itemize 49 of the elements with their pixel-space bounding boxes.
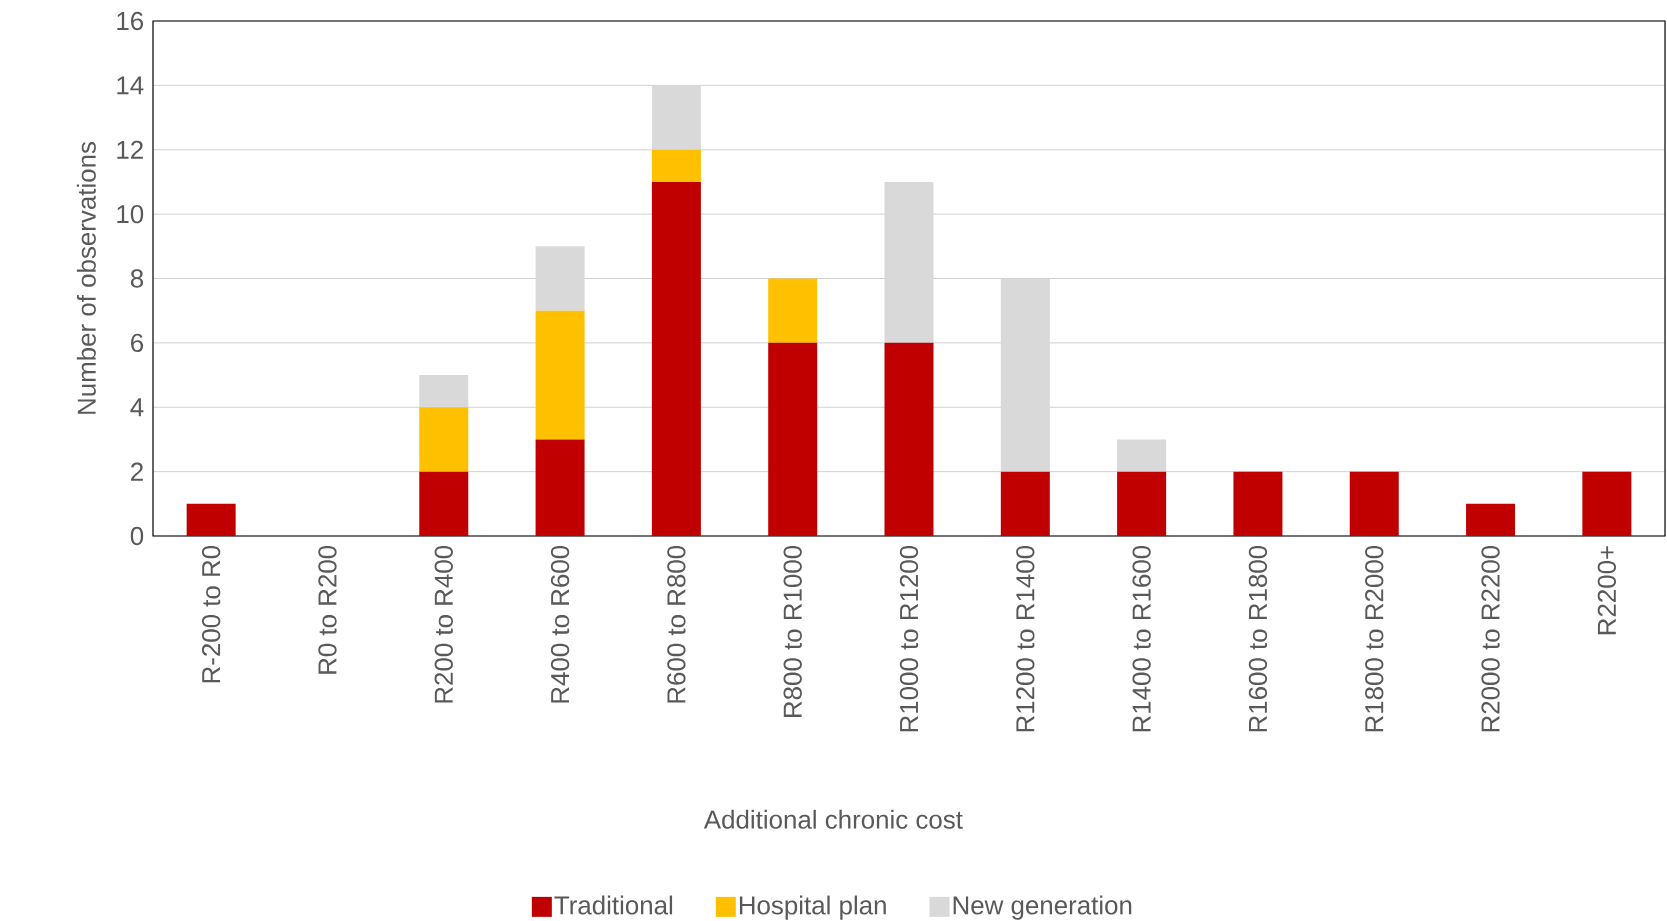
bar [768, 342, 818, 536]
legend-label: New generation [953, 895, 1132, 920]
y-tick-label: 4 [130, 398, 144, 417]
bar [1000, 278, 1050, 472]
x-tick-label: R2000 to R2200 [1481, 545, 1500, 732]
x-tick-label: R600 to R800 [667, 545, 686, 703]
y-tick-label: 8 [130, 269, 144, 288]
y-tick-label: 2 [131, 462, 143, 481]
bar [186, 503, 236, 536]
bar [1233, 471, 1283, 536]
x-tick-label: R800 to R1000 [783, 545, 802, 717]
x-tick-label: R1600 to R1800 [1248, 545, 1268, 732]
x-tick-label: R-200 to R0 [201, 545, 221, 683]
x-tick-label: R2200+ [1597, 546, 1617, 635]
y-tick-label: 10 [117, 204, 144, 224]
y-tick-label: 14 [117, 76, 144, 95]
x-tick-label: R1400 to R1600 [1132, 545, 1151, 732]
bar [419, 471, 469, 536]
x-tick-label: R1000 to R1200 [899, 545, 919, 732]
bar [651, 149, 701, 182]
bar [1117, 471, 1167, 536]
bar [651, 181, 701, 536]
x-tick-label: R1200 to R1400 [1016, 545, 1035, 732]
bar [1466, 503, 1516, 536]
x-tick-label: R0 to R200 [318, 545, 337, 674]
legend-label: Traditional [554, 895, 673, 915]
y-axis-title: Number of observations [76, 142, 96, 414]
x-tick-label: R1800 to R2000 [1365, 545, 1384, 732]
bar [1349, 471, 1399, 536]
y-tick-label: 12 [117, 140, 143, 159]
bar [419, 375, 469, 408]
y-tick-label: 16 [117, 11, 144, 31]
bar [419, 407, 469, 472]
bar [1000, 471, 1050, 536]
y-tick-label: 0 [130, 526, 144, 546]
bar [535, 310, 585, 440]
bar [884, 342, 934, 536]
legend-label: Hospital plan [739, 895, 886, 920]
bar [1117, 439, 1167, 472]
x-axis-title: Additional chronic cost [703, 809, 963, 829]
y-tick-label: 6 [131, 333, 144, 353]
bar [535, 439, 585, 536]
x-tick-label: R400 to R600 [550, 545, 570, 703]
bar [768, 278, 818, 343]
bar [1582, 471, 1632, 536]
x-tick-label: R200 to R400 [434, 545, 453, 703]
bar [884, 181, 934, 343]
bar [651, 85, 701, 150]
bar [535, 246, 585, 311]
